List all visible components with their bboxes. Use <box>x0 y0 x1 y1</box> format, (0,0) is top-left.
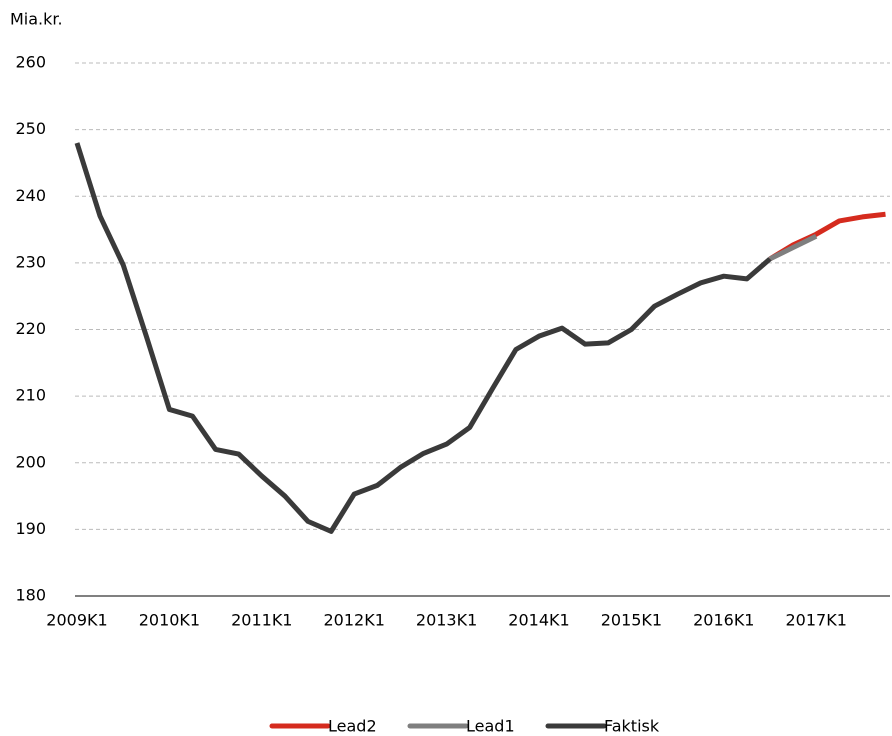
x-tick-label: 2009K1 <box>46 611 107 630</box>
y-tick-label: 230 <box>15 252 46 271</box>
x-tick-label: 2010K1 <box>139 611 200 630</box>
x-tick-label: 2017K1 <box>786 611 847 630</box>
y-tick-label: 180 <box>15 586 46 605</box>
series-line <box>74 142 772 534</box>
y-tick-label: 220 <box>15 319 46 338</box>
legend-label: Faktisk <box>604 717 660 736</box>
y-tick-label: 210 <box>15 386 46 405</box>
y-tick-label: 250 <box>15 119 46 138</box>
x-tick-label: 2011K1 <box>231 611 292 630</box>
series-line <box>768 233 818 262</box>
y-axis-label: Mia.kr. <box>10 10 63 29</box>
x-tick-label: 2013K1 <box>416 611 477 630</box>
y-tick-label: 200 <box>15 452 46 471</box>
x-tick-label: 2012K1 <box>324 611 385 630</box>
legend-label: Lead1 <box>466 717 515 736</box>
x-tick-label: 2014K1 <box>508 611 569 630</box>
y-tick-label: 260 <box>15 53 46 72</box>
y-tick-label: 240 <box>15 186 46 205</box>
y-tick-label: 190 <box>15 519 46 538</box>
x-tick-label: 2015K1 <box>601 611 662 630</box>
x-tick-label: 2016K1 <box>693 611 754 630</box>
legend-label: Lead2 <box>328 717 377 736</box>
